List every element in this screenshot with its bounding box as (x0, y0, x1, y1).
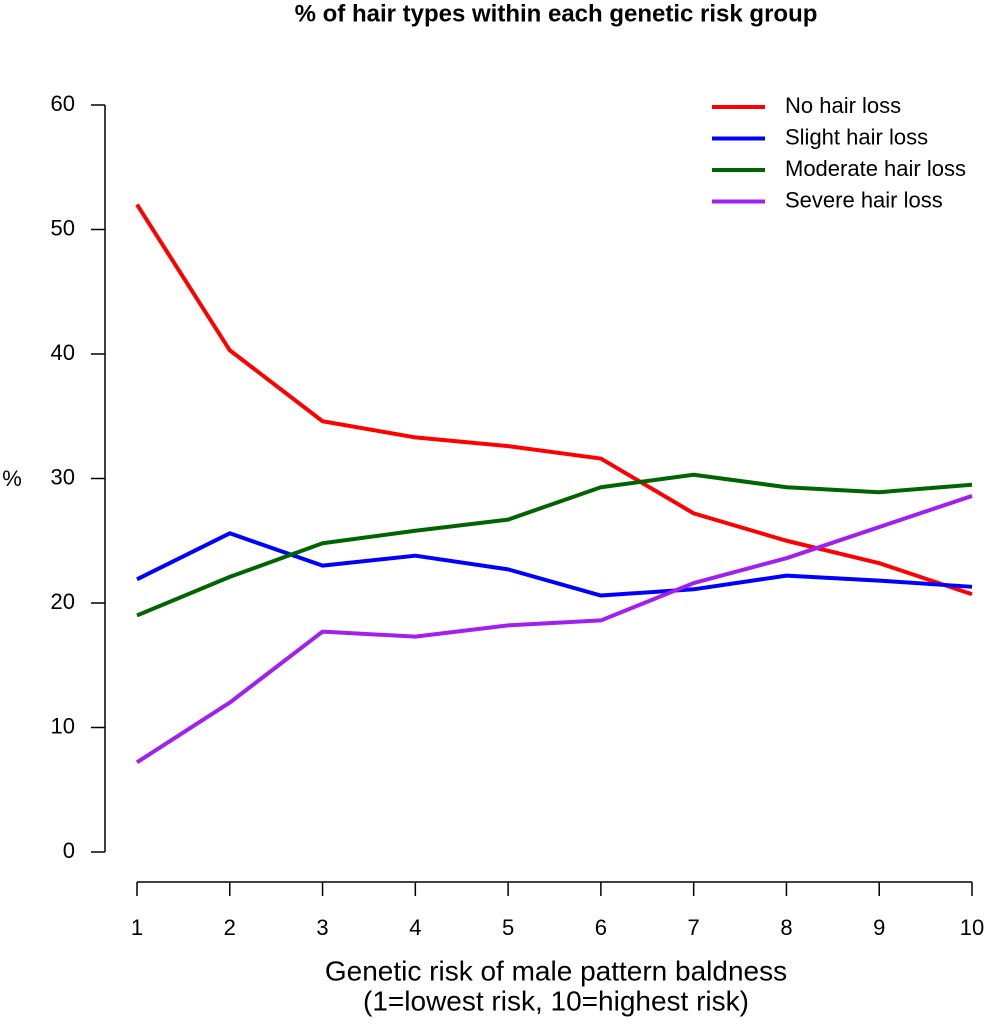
data-line (135, 494, 973, 765)
y-axis-label: % (2, 466, 22, 491)
y-tick-label: 10 (51, 713, 75, 738)
x-tick-label: 9 (873, 915, 885, 940)
chart-title: % of hair types within each genetic risk… (295, 0, 818, 27)
x-tick-label: 7 (688, 915, 700, 940)
legend-label: No hair loss (785, 93, 901, 118)
x-tick-label: 4 (409, 915, 421, 940)
x-axis-label: Genetic risk of male pattern baldness (325, 955, 787, 986)
x-tick-label: 2 (224, 915, 236, 940)
y-tick-label: 20 (51, 589, 75, 614)
x-tick-label: 10 (960, 915, 984, 940)
y-tick-label: 40 (51, 340, 75, 365)
data-line (135, 203, 973, 597)
x-axis-label: (1=lowest risk, 10=highest risk) (363, 985, 749, 1016)
y-tick-label: 50 (51, 215, 75, 240)
legend-label: Severe hair loss (785, 187, 943, 212)
legend-label: Moderate hair loss (785, 156, 966, 181)
data-line (136, 531, 973, 598)
x-tick-label: 8 (780, 915, 792, 940)
y-tick-label: 60 (51, 91, 75, 116)
x-tick-label: 3 (316, 915, 328, 940)
x-tick-label: 5 (502, 915, 514, 940)
data-line (136, 472, 973, 618)
x-tick-label: 1 (131, 915, 143, 940)
y-tick-label: 30 (51, 464, 75, 489)
x-tick-label: 6 (595, 915, 607, 940)
legend-label: Slight hair loss (785, 124, 928, 149)
y-tick-label: 0 (63, 838, 75, 863)
